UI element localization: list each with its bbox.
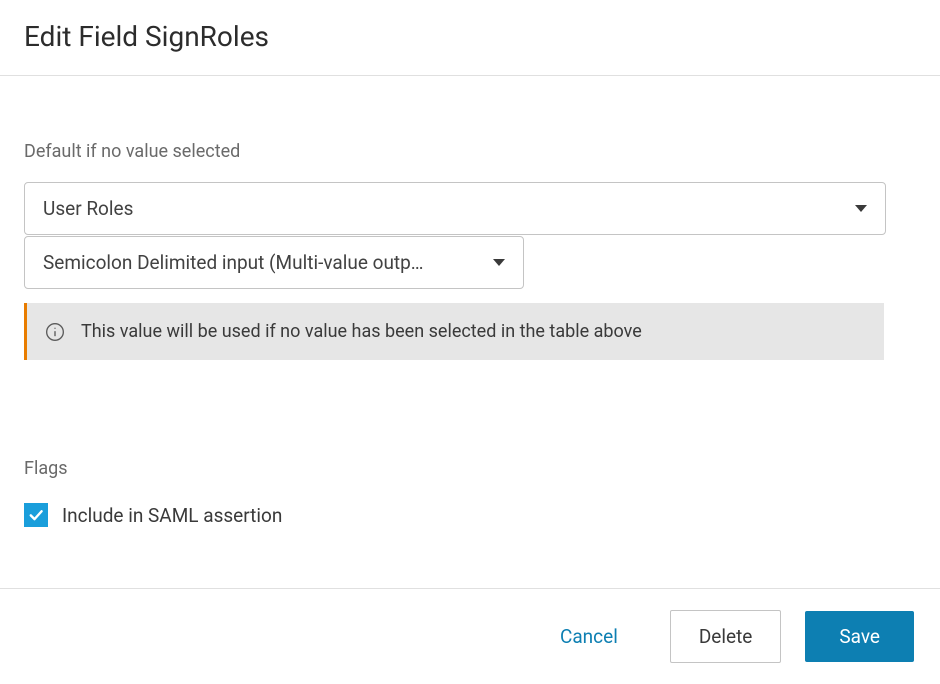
info-banner: This value will be used if no value has …	[24, 303, 884, 360]
form-content: Default if no value selected User Roles …	[0, 86, 940, 588]
save-button[interactable]: Save	[805, 611, 914, 662]
flags-section: Flags Include in SAML assertion	[24, 458, 916, 527]
dialog-header: Edit Field SignRoles	[0, 0, 940, 75]
flags-section-label: Flags	[24, 458, 916, 479]
include-saml-row: Include in SAML assertion	[24, 503, 916, 527]
info-icon	[45, 322, 65, 342]
default-section-label: Default if no value selected	[24, 141, 916, 162]
default-value-select[interactable]: User Roles	[24, 182, 886, 235]
include-saml-label: Include in SAML assertion	[62, 504, 282, 527]
scrollable-content[interactable]: Default if no value selected User Roles …	[0, 86, 940, 588]
chevron-down-icon	[493, 259, 505, 266]
page-title: Edit Field SignRoles	[24, 20, 916, 53]
dialog-footer: Cancel Delete Save	[0, 588, 940, 684]
scroll-spacer	[24, 527, 916, 588]
checkmark-icon	[27, 506, 45, 524]
info-banner-text: This value will be used if no value has …	[81, 321, 642, 342]
chevron-down-icon	[855, 205, 867, 212]
default-value-select-text: User Roles	[43, 197, 133, 220]
header-divider	[0, 75, 940, 76]
cancel-button[interactable]: Cancel	[532, 611, 646, 662]
delimiter-select[interactable]: Semicolon Delimited input (Multi-value o…	[24, 236, 524, 289]
delete-button[interactable]: Delete	[670, 610, 782, 663]
dialog-edit-field: Edit Field SignRoles Default if no value…	[0, 0, 940, 684]
delimiter-select-text: Semicolon Delimited input (Multi-value o…	[43, 251, 424, 274]
include-saml-checkbox[interactable]	[24, 503, 48, 527]
